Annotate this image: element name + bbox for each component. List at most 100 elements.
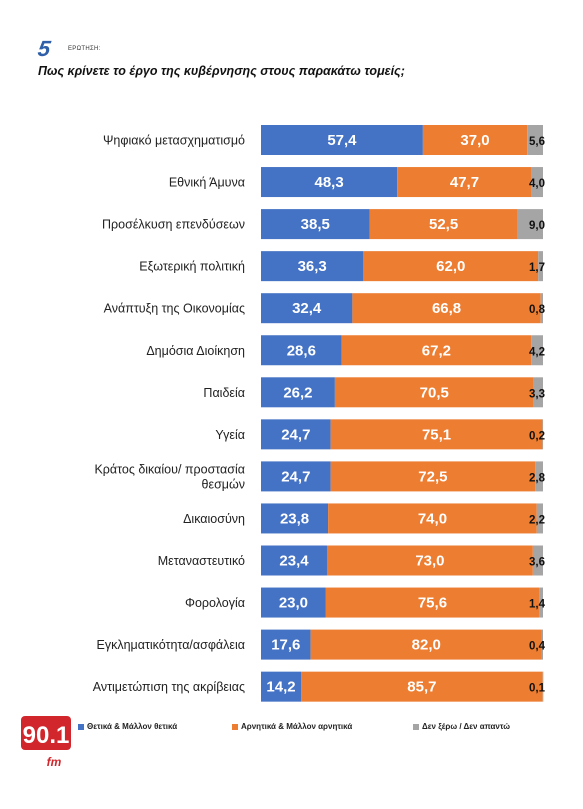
category-label-line: θεσμών bbox=[202, 477, 245, 491]
data-label-negative: 62,0 bbox=[436, 258, 465, 275]
data-label-positive: 28,6 bbox=[287, 342, 316, 359]
radio-logo: 90.1 fm bbox=[21, 716, 71, 769]
bar-segment-dont-know bbox=[535, 461, 543, 492]
data-label-positive: 17,6 bbox=[271, 637, 300, 654]
stacked-bar-chart: Ψηφιακό μετασχηματισμό 57,4 37,0 5,6 Εθνική … bbox=[93, 125, 546, 702]
bar-segment-negative bbox=[301, 671, 543, 702]
data-label-negative: 75,1 bbox=[422, 426, 451, 443]
legend-item-dont-know: Δεν ξέρω / Δεν απαντώ bbox=[413, 722, 510, 731]
bar-segment-dont-know bbox=[542, 671, 544, 702]
data-label-negative: 82,0 bbox=[412, 637, 441, 654]
bar-segment-positive bbox=[261, 377, 335, 408]
bar-segment-negative bbox=[328, 503, 537, 534]
bar-segment-dont-know bbox=[541, 629, 543, 660]
bar-segment-positive bbox=[261, 587, 326, 618]
data-label-positive: 38,5 bbox=[301, 216, 330, 233]
category-label: Ψηφιακό μετασχηματισμό bbox=[103, 134, 245, 148]
data-label-dont-know: 0,2 bbox=[529, 430, 545, 442]
data-label-negative: 73,0 bbox=[415, 553, 444, 570]
category-label-line: Μεταναστευτικό bbox=[158, 554, 245, 568]
bar-segment-positive bbox=[261, 335, 342, 366]
category-label: Προσέλκυση επενδύσεων bbox=[102, 218, 245, 232]
bar-segment-dont-know bbox=[539, 587, 543, 618]
bar-segment-positive bbox=[261, 419, 331, 450]
bar-segment-dont-know bbox=[533, 377, 543, 408]
bar-segment-negative bbox=[352, 293, 541, 324]
category-label: Υγεία bbox=[215, 428, 245, 442]
data-label-positive: 23,8 bbox=[280, 510, 309, 527]
legend-label-positive: Θετικά & Μάλλον θετικά bbox=[87, 722, 178, 731]
legend-label-dont-know: Δεν ξέρω / Δεν απαντώ bbox=[422, 722, 510, 731]
bar-segment-negative bbox=[341, 335, 532, 366]
legend-swatch-positive bbox=[78, 723, 84, 730]
bar-segment-dont-know bbox=[532, 545, 543, 576]
data-label-dont-know: 4,0 bbox=[529, 178, 545, 190]
data-label-negative: 66,8 bbox=[432, 300, 461, 317]
bar-segment-positive bbox=[261, 503, 329, 534]
data-label-negative: 37,0 bbox=[460, 132, 489, 149]
data-label-positive: 48,3 bbox=[315, 174, 344, 191]
bar-segment-positive bbox=[261, 167, 398, 198]
bar-segment-positive bbox=[261, 461, 331, 492]
data-label-positive: 24,7 bbox=[281, 426, 310, 443]
question-label: ΕΡΩΤΗΣΗ: bbox=[68, 46, 101, 52]
category-label-line: Παιδεία bbox=[203, 386, 245, 400]
category-label-line: Δημόσια Διοίκηση bbox=[146, 344, 245, 358]
category-label: Ανάπτυξη της Οικονομίας bbox=[104, 302, 245, 316]
legend-item-positive: Θετικά & Μάλλον θετικά bbox=[78, 722, 177, 731]
category-label-line: Ψηφιακό μετασχηματισμό bbox=[103, 134, 245, 148]
data-label-positive: 14,2 bbox=[266, 679, 295, 696]
data-label-positive: 57,4 bbox=[327, 132, 357, 149]
bar-segment-negative bbox=[363, 251, 539, 282]
category-label-line: Κράτος δικαίου/ προστασία bbox=[94, 462, 245, 476]
data-label-positive: 23,0 bbox=[279, 595, 308, 612]
category-label: Εξωτερική πολιτική bbox=[139, 260, 245, 274]
bar-segment-negative bbox=[330, 461, 536, 492]
data-label-dont-know: 1,7 bbox=[529, 262, 545, 274]
data-label-dont-know: 1,4 bbox=[529, 599, 546, 611]
logo-text: 90.1 bbox=[23, 722, 70, 749]
category-label-line: Ανάπτυξη της Οικονομίας bbox=[104, 302, 245, 316]
category-label: Δημόσια Διοίκηση bbox=[146, 344, 245, 358]
legend-swatch-negative bbox=[232, 723, 238, 730]
question-text: Πως κρίνετε το έργο της κυβέρνησης στους… bbox=[38, 64, 405, 78]
category-label-line: Αντιμετώπιση της ακρίβειας bbox=[93, 680, 245, 694]
category-label-line: Εξωτερική πολιτική bbox=[139, 260, 245, 274]
bar-segment-dont-know bbox=[517, 209, 543, 240]
legend-swatch-dont-know bbox=[413, 723, 419, 730]
bar-segment-positive bbox=[261, 251, 364, 282]
data-label-dont-know: 9,0 bbox=[529, 220, 545, 232]
bar-segment-negative bbox=[326, 545, 533, 576]
data-label-negative: 70,5 bbox=[420, 384, 449, 401]
category-label-line: Δικαιοσύνη bbox=[183, 512, 245, 526]
data-label-negative: 74,0 bbox=[418, 510, 447, 527]
category-label: Αντιμετώπιση της ακρίβειας bbox=[93, 680, 245, 694]
category-label: Φορολογία bbox=[185, 596, 245, 610]
data-label-dont-know: 0,1 bbox=[529, 683, 546, 695]
logo-subtext: fm bbox=[47, 755, 62, 769]
bar-segment-dont-know bbox=[527, 125, 543, 155]
bar-segment-negative bbox=[369, 209, 518, 240]
bar-segment-negative bbox=[334, 377, 534, 408]
category-label: Κράτος δικαίου/ προστασία θεσμών bbox=[94, 462, 245, 491]
category-label-line: Εγκληματικότητα/ασφάλεια bbox=[96, 638, 245, 652]
data-label-negative: 47,7 bbox=[450, 174, 479, 191]
bar-segment-positive bbox=[261, 293, 353, 324]
bar-segment-dont-know bbox=[531, 167, 543, 198]
logo-background bbox=[21, 716, 71, 750]
data-label-negative: 52,5 bbox=[429, 216, 458, 233]
data-label-positive: 23,4 bbox=[279, 553, 309, 570]
data-label-positive: 36,3 bbox=[298, 258, 327, 275]
category-label: Παιδεία bbox=[203, 386, 245, 400]
data-label-positive: 32,4 bbox=[292, 300, 322, 317]
bar-segment-negative bbox=[310, 629, 542, 660]
bar-segment-positive bbox=[261, 545, 327, 576]
bar-segment-negative bbox=[325, 587, 540, 618]
category-label-line: Φορολογία bbox=[185, 596, 245, 610]
bar-segment-positive bbox=[261, 125, 423, 155]
bar-segment-dont-know bbox=[540, 293, 543, 324]
category-label: Εγκληματικότητα/ασφάλεια bbox=[96, 638, 245, 652]
bar-segment-dont-know bbox=[538, 251, 543, 282]
data-label-negative: 75,6 bbox=[418, 595, 447, 612]
category-label-line: Υγεία bbox=[215, 428, 245, 442]
